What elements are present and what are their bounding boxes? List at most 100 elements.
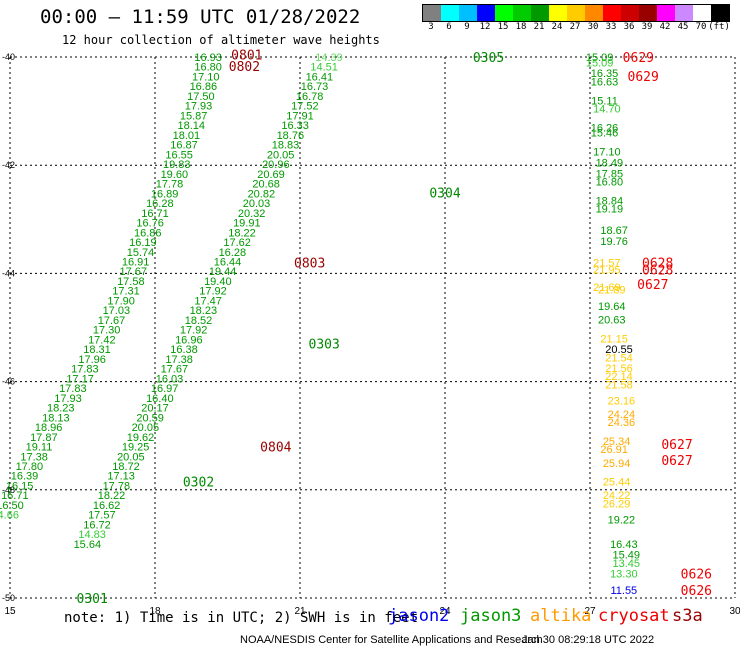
- swh-value: 18.23: [47, 403, 75, 415]
- legend-swatch: [675, 5, 693, 21]
- swh-value: 17.67: [161, 364, 189, 376]
- legend-swatch: [477, 5, 495, 21]
- swh-value: 16.55: [165, 149, 193, 161]
- swh-value: 21.89: [598, 285, 626, 297]
- swh-value: 26.29: [603, 498, 631, 510]
- swh-value: 14.39: [315, 52, 343, 64]
- swh-value: 16.15: [6, 480, 34, 492]
- swh-value: 16.71: [141, 208, 169, 220]
- legend-label: 36: [623, 22, 635, 32]
- swh-value: 19.44: [209, 266, 237, 278]
- swh-value: 14.83: [78, 529, 106, 541]
- swh-value: 18.76: [277, 130, 305, 142]
- legend-label: (ft): [708, 22, 730, 32]
- pass-time-label: 0629: [623, 51, 654, 66]
- swh-value: 20.05: [117, 451, 145, 463]
- y-tick-label: -48: [2, 485, 15, 495]
- swh-value: 16.73: [301, 81, 329, 93]
- swh-value: 18.84: [596, 195, 624, 207]
- swh-value: 20.05: [132, 422, 160, 434]
- y-tick-label: -42: [2, 160, 15, 170]
- swh-value: 16.26: [591, 122, 619, 134]
- legend-swatch: [585, 5, 603, 21]
- swh-value: 20.59: [136, 412, 164, 424]
- legend-label: 70: [695, 22, 707, 32]
- legend-swatch: [603, 5, 621, 21]
- swh-value: 16.03: [156, 373, 184, 385]
- legend-swatch: [441, 5, 459, 21]
- swh-value: 16.44: [214, 256, 242, 268]
- legend-label: 45: [677, 22, 689, 32]
- swh-value: 20.82: [248, 188, 276, 200]
- swh-value: 17.47: [194, 295, 222, 307]
- swh-value: 11.55: [610, 585, 637, 597]
- swh-value: 13.30: [610, 569, 638, 581]
- swh-value: 19.62: [127, 432, 155, 444]
- swh-value: 17.13: [107, 471, 135, 483]
- pass-time-label: 0626: [681, 568, 712, 583]
- swh-value: 17.10: [593, 147, 621, 159]
- swh-value: 16.40: [146, 393, 174, 405]
- swh-value: 17.57: [88, 510, 116, 522]
- swh-value: 16.35: [591, 68, 619, 80]
- swh-value: 17.90: [107, 295, 135, 307]
- swh-value: 17.67: [98, 315, 126, 327]
- legend-swatch: [693, 5, 711, 21]
- swh-value: 16.87: [170, 140, 198, 152]
- satellite-name: cryosat: [598, 606, 670, 626]
- footer-note: note: 1) Time is in UTC; 2) SWH is in fe…: [64, 610, 419, 626]
- swh-value: 17.58: [117, 276, 145, 288]
- x-tick-label: 24: [439, 606, 451, 617]
- swh-value: 18.01: [173, 130, 201, 142]
- swh-value: 17.78: [103, 480, 131, 492]
- swh-value: 19.19: [596, 203, 624, 215]
- legend-label: 33: [605, 22, 617, 32]
- x-tick-label: 15: [4, 606, 16, 617]
- swh-value: 17.52: [291, 101, 319, 113]
- swh-value: 20.63: [598, 314, 626, 326]
- pass-time-label: 0628: [642, 264, 673, 279]
- swh-value: 17.85: [596, 168, 624, 180]
- swh-value: 18.52: [185, 315, 213, 327]
- satellite-name: altika: [530, 606, 592, 626]
- swh-value: 21.58: [605, 379, 633, 391]
- swh-value: 16.38: [170, 344, 198, 356]
- legend-label: 3: [428, 22, 434, 32]
- swh-value: 13.45: [612, 558, 640, 570]
- legend-label: 42: [659, 22, 671, 32]
- swh-value: 19.76: [600, 236, 628, 248]
- swh-value: 16.78: [296, 91, 324, 103]
- swh-value: 17.93: [54, 393, 82, 405]
- legend-swatch: [621, 5, 639, 21]
- legend-label: 21: [533, 22, 545, 32]
- legend-swatch: [531, 5, 549, 21]
- swh-value: 16.93: [194, 52, 222, 64]
- swh-value: 15.87: [180, 110, 208, 122]
- swh-value: 19.40: [204, 276, 232, 288]
- swh-value: 14.70: [593, 103, 621, 115]
- legend-label: 12: [479, 22, 491, 32]
- swh-value: 15.49: [612, 550, 640, 562]
- pass-time-label: 0627: [661, 438, 692, 453]
- pass-time-label: 0304: [429, 186, 460, 201]
- swh-value: 21.69: [593, 282, 621, 294]
- swh-value: 17.96: [78, 354, 106, 366]
- legend-label: 27: [569, 22, 581, 32]
- y-tick-label: -46: [2, 377, 15, 387]
- swh-value: 21.54: [605, 352, 633, 364]
- swh-value: 17.31: [112, 286, 140, 298]
- swh-value: 16.19: [129, 237, 157, 249]
- swh-value: 17.38: [165, 354, 193, 366]
- swh-value: 14.51: [310, 62, 338, 74]
- swh-value: 17.30: [93, 325, 121, 337]
- swh-value: 17.67: [119, 266, 147, 278]
- pass-time-label: 0628: [642, 257, 673, 272]
- swh-value: 19.64: [598, 301, 626, 313]
- swh-value: 20.96: [262, 159, 290, 171]
- swh-value: 17.83: [71, 364, 99, 376]
- swh-value: 17.92: [180, 325, 208, 337]
- pass-time-label: 0627: [661, 454, 692, 469]
- swh-value: 16.43: [610, 539, 638, 551]
- legend-swatch: [495, 5, 513, 21]
- swh-value: 16.91: [122, 256, 150, 268]
